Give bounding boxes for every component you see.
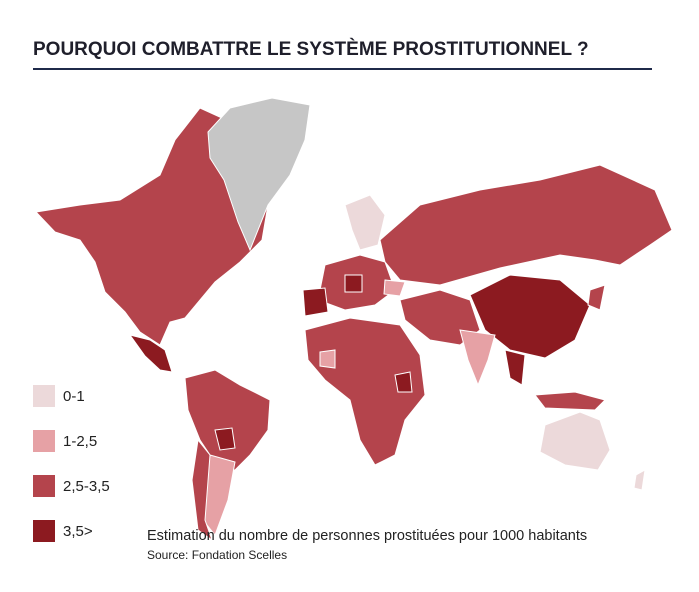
west-africa: [319, 349, 336, 369]
north-america: [34, 107, 269, 346]
germany: [344, 274, 363, 293]
chile: [191, 438, 213, 542]
east-africa: [394, 371, 413, 393]
legend: 0-1 1-2,5 2,5-3,5 3,5>: [33, 385, 110, 542]
caption: Estimation du nombre de personnes prosti…: [147, 528, 587, 544]
legend-label: 0-1: [63, 388, 85, 405]
scandinavia: [344, 194, 386, 251]
legend-label: 2,5-3,5: [63, 478, 110, 495]
southeast-asia: [504, 349, 526, 386]
title: POURQUOI COMBATTRE LE SYSTÈME PROSTITUTI…: [33, 38, 589, 60]
world-map: [34, 97, 673, 542]
spain: [302, 287, 329, 317]
source: Source: Fondation Scelles: [147, 548, 287, 562]
legend-swatch: [33, 430, 55, 452]
south-america: [184, 369, 271, 471]
japan: [587, 284, 606, 311]
new-zealand: [633, 469, 646, 491]
greenland: [207, 97, 311, 252]
legend-swatch: [33, 385, 55, 407]
legend-swatch: [33, 475, 55, 497]
russia: [379, 164, 673, 286]
india: [459, 329, 496, 387]
indonesia: [534, 391, 606, 411]
legend-swatch: [33, 520, 55, 542]
legend-label: 3,5>: [63, 523, 93, 540]
legend-label: 1-2,5: [63, 433, 97, 450]
australia: [539, 411, 611, 471]
bolivia: [214, 427, 236, 451]
mexico: [128, 334, 173, 373]
eastern-europe: [383, 279, 406, 297]
